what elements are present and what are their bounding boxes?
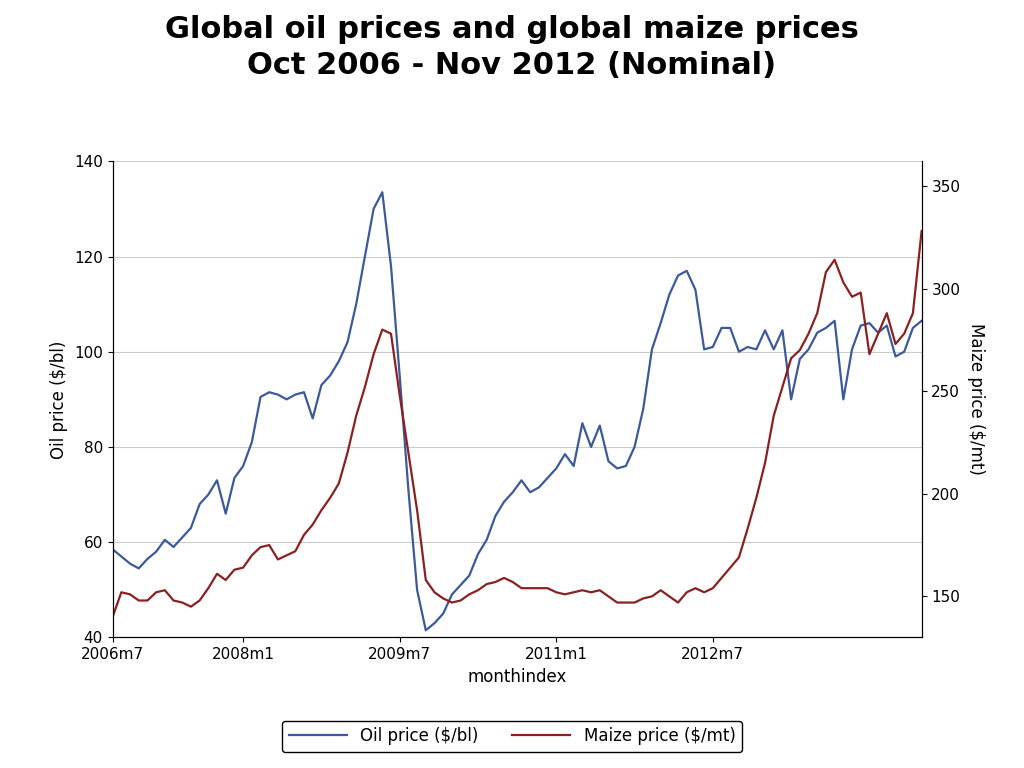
Text: Global oil prices and global maize prices
Oct 2006 - Nov 2012 (Nominal): Global oil prices and global maize price… xyxy=(165,15,859,81)
Maize price ($/mt) xyxy=(445,598,458,607)
Oil price ($/bl) xyxy=(246,438,258,447)
Line: Maize price ($/mt): Maize price ($/mt) xyxy=(113,231,922,617)
Maize price ($/mt) xyxy=(246,551,258,560)
Maize price ($/mt) xyxy=(315,505,328,515)
Oil price ($/bl) xyxy=(106,545,119,554)
Oil price ($/bl) xyxy=(376,187,388,197)
Oil price ($/bl) xyxy=(437,609,450,618)
Oil price ($/bl) xyxy=(611,464,624,473)
Maize price ($/mt) xyxy=(420,575,432,584)
Maize price ($/mt) xyxy=(915,227,928,236)
Maize price ($/mt) xyxy=(594,586,606,595)
Oil price ($/bl) xyxy=(420,626,432,635)
Line: Oil price ($/bl): Oil price ($/bl) xyxy=(113,192,922,631)
Oil price ($/bl) xyxy=(315,380,328,389)
Legend: Oil price ($/bl), Maize price ($/mt): Oil price ($/bl), Maize price ($/mt) xyxy=(282,720,742,752)
X-axis label: monthindex: monthindex xyxy=(467,667,567,686)
Y-axis label: Maize price ($/mt): Maize price ($/mt) xyxy=(968,323,985,475)
Oil price ($/bl) xyxy=(915,316,928,326)
Oil price ($/bl) xyxy=(733,347,745,356)
Oil price ($/bl) xyxy=(463,571,475,580)
Maize price ($/mt) xyxy=(106,612,119,621)
Maize price ($/mt) xyxy=(716,573,728,582)
Y-axis label: Oil price ($/bl): Oil price ($/bl) xyxy=(50,340,69,458)
